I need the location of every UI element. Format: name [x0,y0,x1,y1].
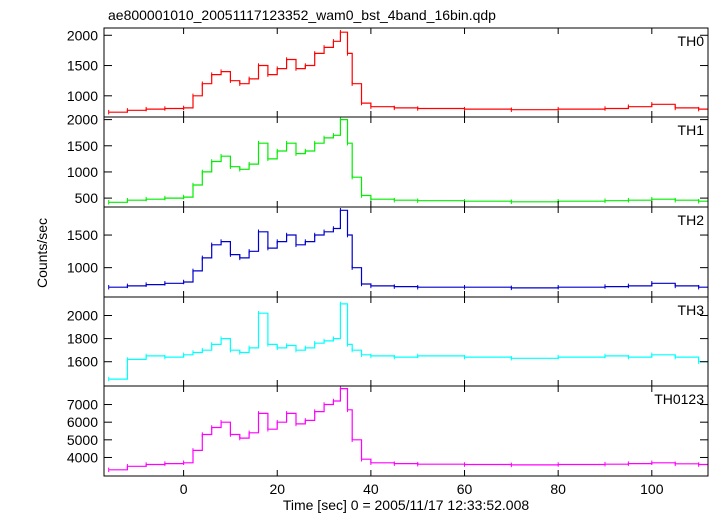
series-th0 [108,30,708,115]
x-tick-label: 100 [640,481,664,497]
panel-th2: 1000 1500 TH2 [67,206,709,298]
y-axis-label: Counts/sec [34,218,50,288]
y-tick-label: 5000 [67,432,98,448]
series-th3 [108,301,708,382]
series-line [108,31,708,113]
series-th1 [108,117,708,205]
y-tick-label: 1800 [67,331,98,347]
series-line [108,388,708,471]
series-th2 [108,208,708,291]
y-tick-label: 2000 [67,307,98,323]
panel-name-label: TH2 [678,212,705,228]
x-tick-label: 20 [269,481,285,497]
y-tick-label: 1000 [67,260,98,276]
y-tick-label: 4000 [67,449,98,465]
y-tick-label: 1500 [67,58,98,74]
panel-name-label: TH0 [678,33,705,49]
panel-frame [103,116,709,208]
panel-frame [103,385,709,477]
panel-th1: 500 1000 1500 2000 TH1 [67,112,709,208]
x-tick-label: 60 [457,481,473,497]
y-tick-label: 1000 [67,88,98,104]
y-tick-label: 500 [75,190,99,206]
y-tick-label: 7000 [67,397,98,413]
x-tick-label: 80 [550,481,566,497]
y-tick-label: 6000 [67,414,98,430]
y-tick-label: 2000 [67,112,98,128]
panel-name-label: TH0123 [654,391,704,407]
panel-name-label: TH3 [678,302,705,318]
panel-th0: 1000 1500 2000 TH0 [67,27,709,118]
panel-th3: 1600 1800 2000 TH3 [67,296,709,387]
x-axis-label: Time [sec] 0 = 2005/11/17 12:33:52.008 [283,497,530,513]
y-tick-label: 2000 [67,27,98,43]
y-tick-label: 1500 [67,227,98,243]
y-tick-label: 1500 [67,138,98,154]
x-tick-label: 40 [363,481,379,497]
y-tick-label: 1600 [67,354,98,370]
panel-frame [103,27,709,118]
panel-frame [103,206,709,298]
chart-title: ae800001010_20051117123352_wam0_bst_4ban… [108,7,496,23]
x-axis-ticks: 0 20 40 60 80 100 [180,481,664,497]
chart-panels: 1000 1500 2000 TH0 500 1000 1500 2000 TH1 1000 150… [67,27,709,477]
panel-frame [103,296,709,387]
series-line [108,209,708,289]
series-line [108,119,708,203]
panel-name-label: TH1 [678,122,705,138]
y-tick-label: 1000 [67,164,98,180]
series-line [108,303,708,380]
x-tick-label: 0 [180,481,188,497]
series-th0123 [108,386,708,473]
